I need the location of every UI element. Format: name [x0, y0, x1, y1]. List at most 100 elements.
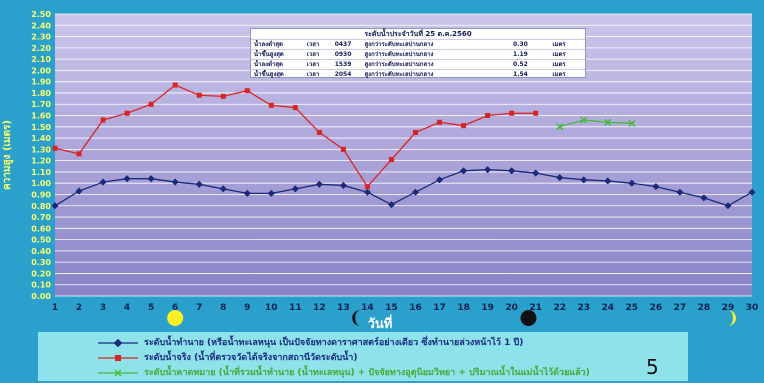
moon-first-quarter-icon	[352, 310, 361, 326]
data-point	[52, 145, 58, 151]
tide-info-cell: สูงกว่าระดับทะเลปานกลาง	[364, 41, 434, 48]
x-tick-label: 29	[722, 303, 735, 313]
y-tick-label: 0.00	[31, 292, 51, 301]
x-tick-label: 3	[100, 303, 106, 313]
tide-info-cell: น้ำขึ้นสูงสุด	[254, 71, 284, 78]
data-point	[413, 129, 419, 135]
moon-last-quarter-icon	[727, 310, 736, 326]
x-tick-label: 19	[481, 303, 494, 313]
tide-info-cell: สูงกว่าระดับทะเลปานกลาง	[364, 61, 434, 68]
y-tick-label: 2.10	[31, 55, 51, 64]
y-axis-label: ความสูง (เมตร)	[2, 120, 14, 190]
data-point	[171, 178, 179, 186]
data-point	[436, 176, 444, 184]
data-point	[652, 183, 660, 191]
data-point	[676, 188, 684, 196]
y-tick-label: 0.70	[31, 213, 51, 222]
series-group	[51, 82, 756, 210]
y-tick-label: 0.30	[31, 258, 51, 267]
x-tick-label: 14	[361, 303, 374, 313]
x-tick-label: 7	[196, 303, 202, 313]
x-tick-label: 6	[172, 303, 178, 313]
data-point	[363, 188, 371, 196]
y-tick-label: 1.90	[31, 78, 51, 87]
x-tick-label: 1	[52, 303, 58, 313]
x-tick-label: 27	[674, 303, 687, 313]
y-tick-label: 0.60	[31, 224, 51, 233]
tide-info-cell: 0.30	[513, 41, 528, 48]
y-tick-label: 2.50	[31, 10, 51, 19]
y-tick-label: 1.20	[31, 157, 51, 166]
data-point	[340, 146, 346, 152]
y-tick-label: 2.20	[31, 44, 51, 53]
tide-info-table: ระดับน้ำประจำวันที่ 25 ต.ค.2560 น้ำลงต่ำ…	[250, 28, 586, 78]
y-axis-ticks: 0.00 0.10 0.20 0.30 0.40 0.50 0.60 0.70 0.80 0.90…	[31, 10, 51, 301]
x-tick-label: 20	[505, 303, 518, 313]
data-point	[748, 188, 756, 196]
data-point	[556, 174, 564, 182]
tide-info-cell: เวลา	[306, 41, 320, 48]
data-point	[580, 176, 588, 184]
series-line	[54, 169, 753, 207]
tide-info-cell: 1.54	[513, 71, 528, 78]
data-point	[388, 157, 394, 163]
y-tick-label: 1.40	[31, 134, 51, 143]
tide-info-cell: 1539	[334, 61, 352, 68]
data-point	[268, 102, 274, 108]
series-1	[52, 82, 539, 190]
x-tick-label: 24	[602, 303, 615, 313]
series-0	[51, 166, 756, 210]
tide-info-cell: 0930	[334, 51, 352, 58]
data-point	[76, 151, 82, 157]
y-tick-label: 0.10	[31, 281, 51, 290]
tide-info-cell: 2054	[334, 71, 352, 78]
tide-info-cell: เวลา	[306, 51, 320, 58]
tide-info-cell: เมตร	[552, 51, 566, 58]
data-point	[700, 194, 708, 202]
x-tick-label: 4	[124, 303, 130, 313]
y-tick-label: 0.50	[31, 236, 51, 245]
x-axis-ticks: 1 2 3 4 5 6 7 8 9 10 11 12 13 14 15 16 17 18 19 20 21 22 23 24 2…	[52, 303, 758, 313]
tide-info-cell: สูงกว่าระดับทะเลปานกลาง	[364, 71, 434, 78]
tide-info-cell: 1.19	[513, 51, 528, 58]
legend-swatch-expected	[98, 369, 138, 377]
y-tick-label: 2.00	[31, 66, 51, 75]
x-tick-label: 15	[385, 303, 398, 313]
x-tick-label: 18	[457, 303, 470, 313]
y-tick-label: 0.40	[31, 247, 51, 256]
data-point	[604, 177, 612, 185]
tide-info-cell: เมตร	[552, 41, 566, 48]
y-tick-label: 0.20	[31, 269, 51, 278]
legend-label-expected: ระดับน้ำคาดหมาย (น้ำที่รวมน้ำทำนาย (น้ำท…	[144, 368, 590, 378]
data-point	[315, 180, 323, 188]
data-point	[148, 101, 154, 107]
x-tick-label: 16	[409, 303, 422, 313]
y-tick-label: 1.10	[31, 168, 51, 177]
tide-info-cell: น้ำขึ้นสูงสุด	[254, 51, 284, 58]
data-point	[339, 181, 347, 189]
x-tick-label: 28	[698, 303, 711, 313]
data-point	[364, 184, 370, 190]
moon-new-icon	[520, 310, 537, 326]
moon-full-icon	[167, 310, 184, 326]
data-point	[724, 202, 732, 210]
series-line	[559, 119, 632, 128]
data-point	[195, 180, 203, 188]
tide-info-cell: เมตร	[552, 71, 566, 78]
data-point	[411, 188, 420, 196]
y-tick-label: 2.30	[31, 33, 51, 42]
x-tick-label: 8	[220, 303, 226, 313]
tide-info-row: น้ำลงต่ำสุด เวลา 1539 สูงกว่าระดับทะเลปานกล…	[251, 59, 585, 69]
data-point	[628, 179, 636, 187]
y-tick-label: 0.90	[31, 190, 51, 199]
x-tick-label: 30	[746, 303, 759, 313]
legend-item-actual: ระดับน้ำจริง (น้ำที่ตรวจวัดได้จริงจากสถา…	[98, 351, 357, 365]
tide-info-cell: น้ำลงต่ำสุด	[254, 41, 283, 48]
data-point	[124, 110, 130, 116]
data-point	[437, 119, 443, 125]
data-point	[580, 116, 588, 124]
data-point	[244, 88, 250, 94]
tide-info-title: ระดับน้ำประจำวันที่ 25 ต.ค.2560	[364, 30, 472, 38]
series-2	[556, 116, 636, 131]
legend-swatch-actual	[98, 355, 138, 361]
